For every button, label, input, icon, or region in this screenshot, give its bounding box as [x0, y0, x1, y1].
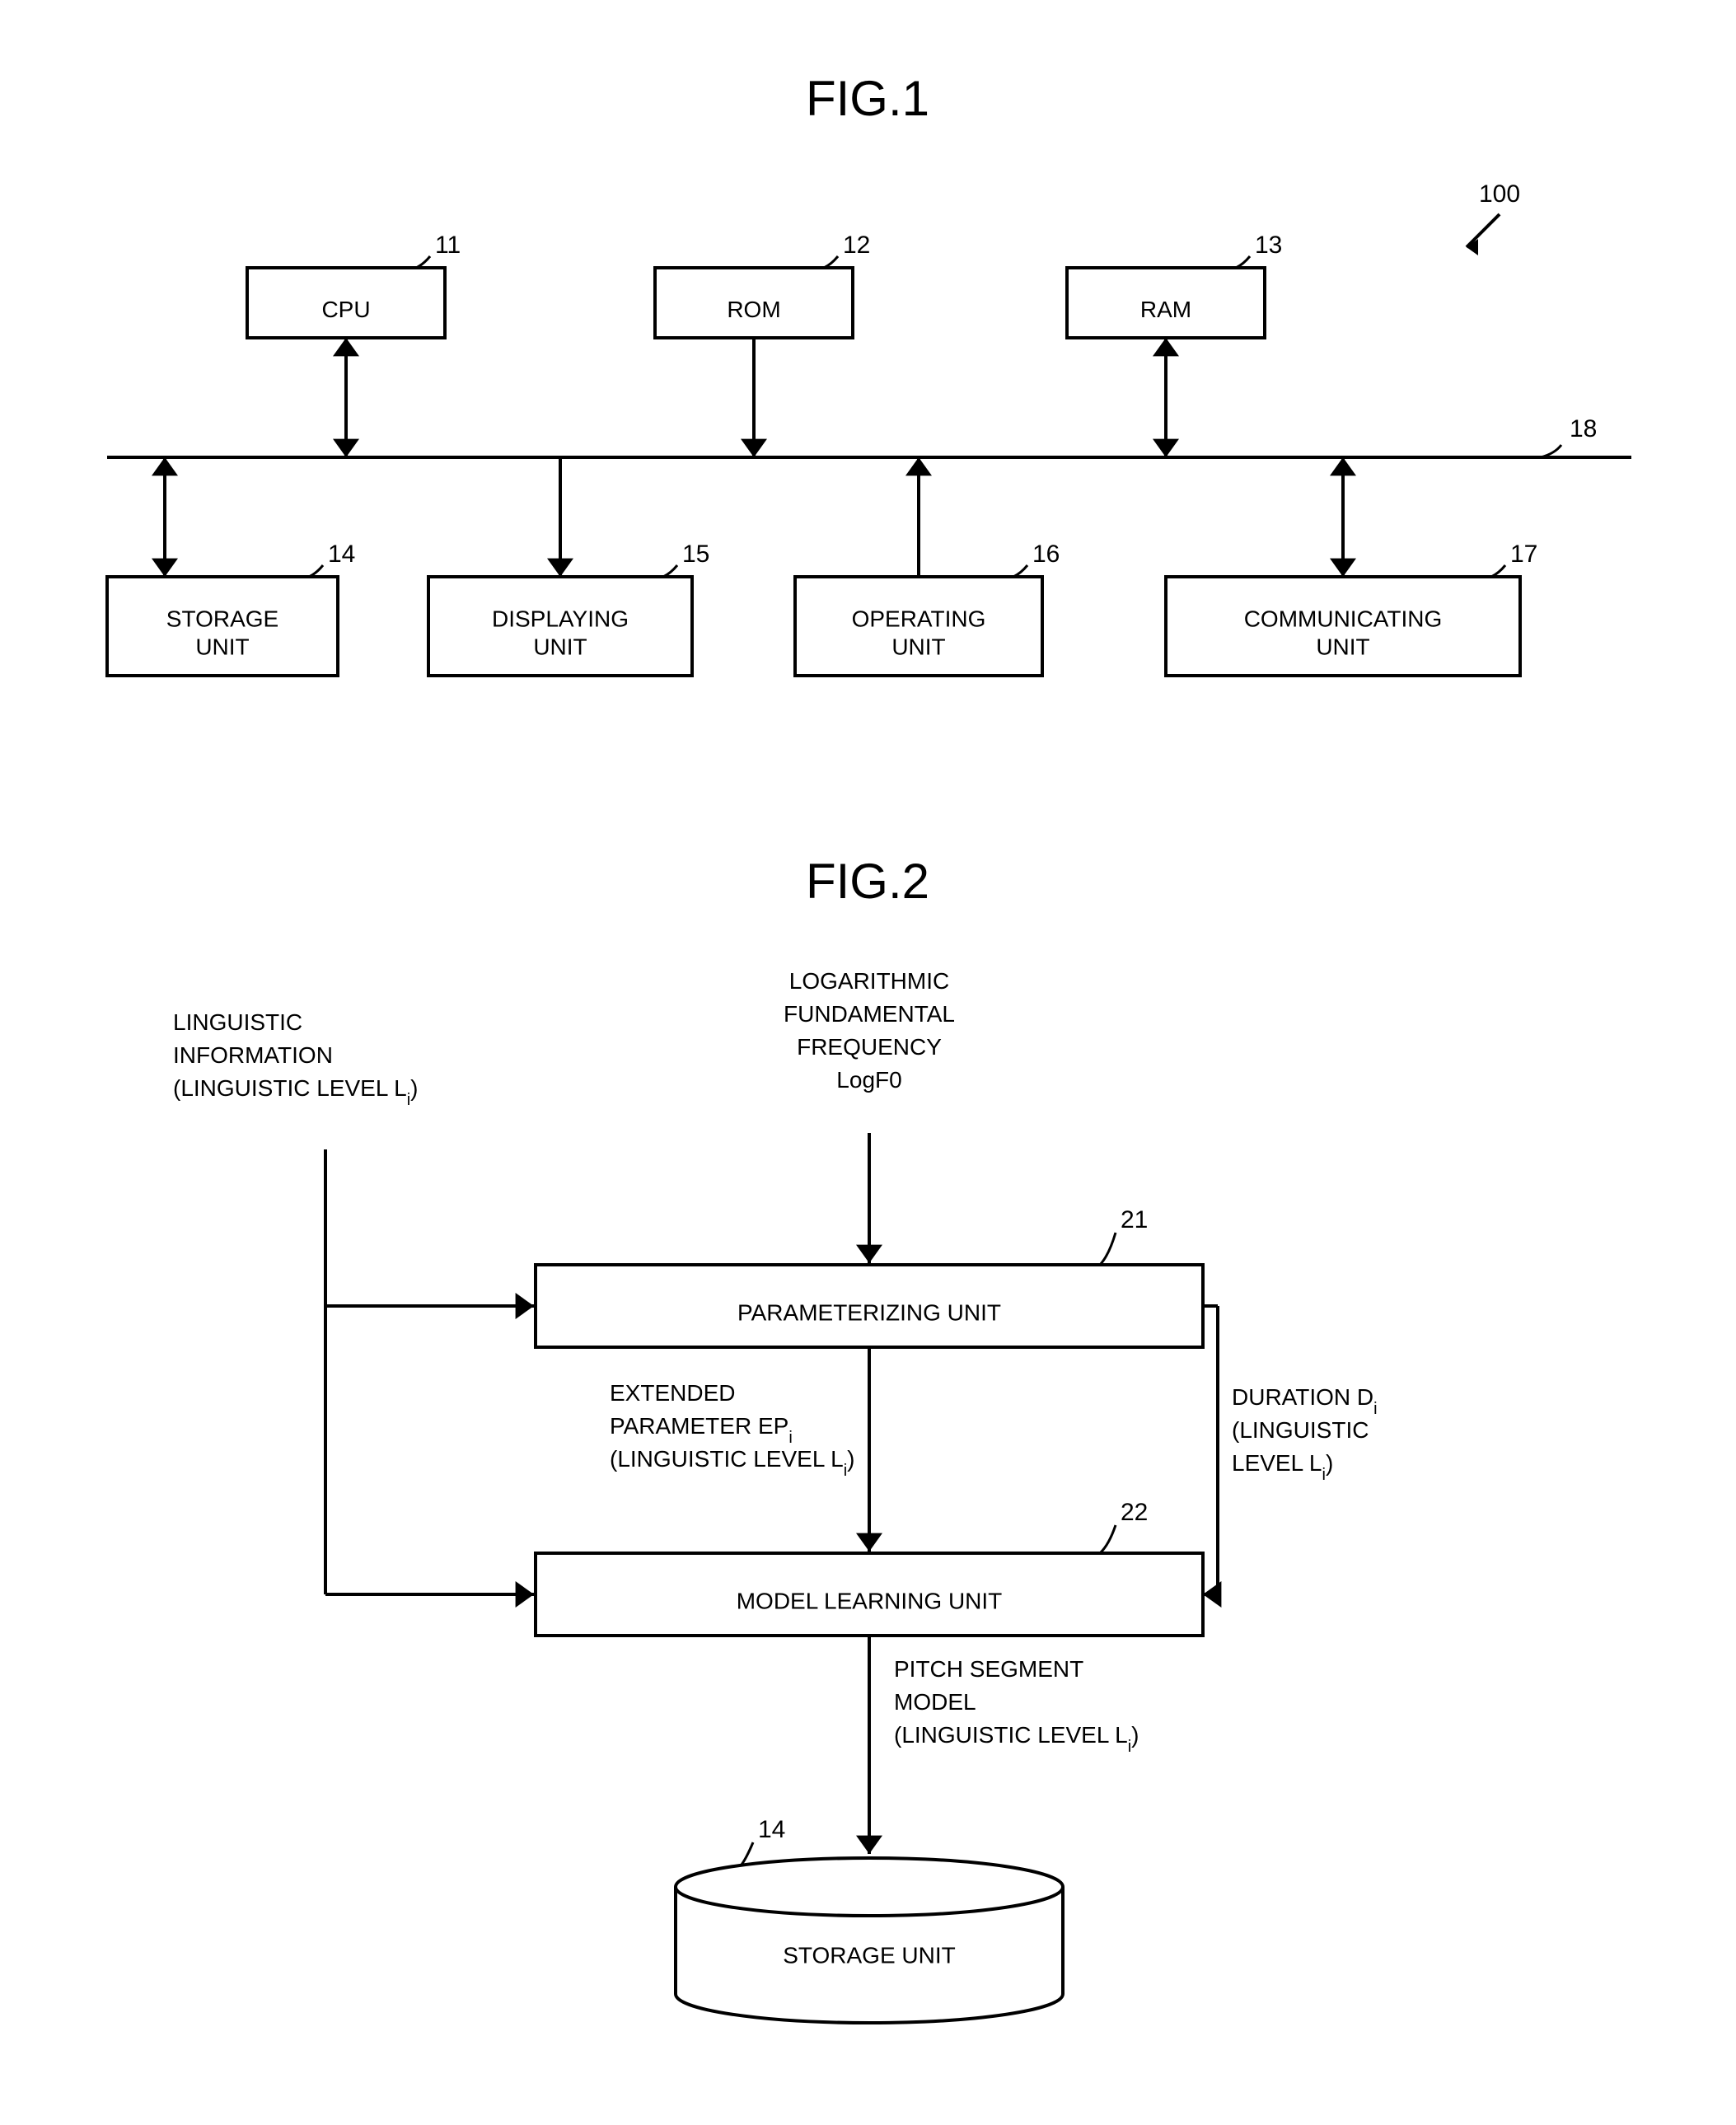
label-displaying-unit-1: UNIT	[533, 634, 587, 659]
ref-cpu: 11	[435, 232, 461, 259]
ref-storage-unit: 14	[328, 541, 355, 568]
label-operating-unit-1: UNIT	[891, 634, 945, 659]
extended-parameter-label-line-2: (LINGUISTIC LEVEL Li)	[610, 1446, 855, 1480]
ref-displaying-unit: 15	[682, 541, 709, 568]
extended-parameter-label-line-0: EXTENDED	[610, 1380, 735, 1406]
duration-label-line-1: (LINGUISTIC	[1232, 1417, 1369, 1443]
parameterizing-unit-label: PARAMETERIZING UNIT	[737, 1299, 1001, 1325]
input-logf0-line-3: LogF0	[836, 1067, 901, 1093]
extended-parameter-label-line-1: PARAMETER EPi	[610, 1413, 793, 1447]
label-cpu: CPU	[321, 297, 370, 322]
input-linguistic-line-0: LINGUISTIC	[173, 1009, 302, 1035]
storage-cylinder-top	[676, 1858, 1063, 1916]
input-logf0-line-2: FREQUENCY	[797, 1034, 942, 1060]
label-communicating-unit-1: UNIT	[1316, 634, 1369, 659]
label-operating-unit-0: OPERATING	[852, 606, 986, 631]
ref-22: 22	[1121, 1499, 1148, 1526]
ref-communicating-unit: 17	[1510, 541, 1537, 568]
duration-label-line-0: DURATION Di	[1232, 1384, 1378, 1418]
label-ram: RAM	[1140, 297, 1191, 322]
input-logf0-line-0: LOGARITHMIC	[789, 968, 949, 994]
pitch-segment-label-line-2: (LINGUISTIC LEVEL Li)	[894, 1722, 1139, 1756]
fig1-title: FIG.1	[806, 71, 929, 126]
ref-ram: 13	[1255, 232, 1282, 259]
input-linguistic-line-2: (LINGUISTIC LEVEL Li)	[173, 1075, 419, 1109]
fig1-ref-18: 18	[1570, 415, 1597, 442]
label-displaying-unit-0: DISPLAYING	[492, 606, 629, 631]
model-learning-unit-label: MODEL LEARNING UNIT	[737, 1588, 1003, 1613]
ref-14-fig2: 14	[758, 1816, 785, 1843]
label-storage-unit-1: UNIT	[195, 634, 249, 659]
pitch-segment-label-line-0: PITCH SEGMENT	[894, 1656, 1083, 1682]
fig2-title: FIG.2	[806, 854, 929, 909]
label-rom: ROM	[727, 297, 780, 322]
fig1-ref-100: 100	[1479, 180, 1520, 208]
input-linguistic-line-1: INFORMATION	[173, 1042, 333, 1068]
input-logf0-line-1: FUNDAMENTAL	[784, 1001, 955, 1027]
ref-rom: 12	[843, 232, 870, 259]
label-communicating-unit-0: COMMUNICATING	[1244, 606, 1443, 631]
ref-21: 21	[1121, 1206, 1148, 1233]
duration-label-line-2: LEVEL Li)	[1232, 1450, 1333, 1484]
pitch-segment-label-line-1: MODEL	[894, 1689, 976, 1715]
ref-operating-unit: 16	[1032, 541, 1060, 568]
label-storage-unit-0: STORAGE	[166, 606, 278, 631]
storage-unit-label: STORAGE UNIT	[783, 1942, 956, 1968]
